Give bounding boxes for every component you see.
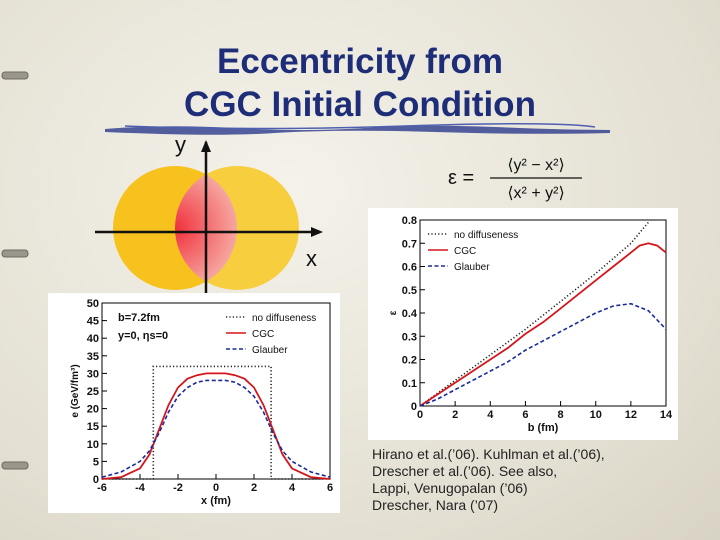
formula-numerator: ⟨y² − x²⟩ <box>507 157 564 174</box>
title-line-1: Eccentricity from <box>217 42 503 81</box>
x-tick-label: -2 <box>173 482 183 494</box>
y-tick-label: 5 <box>93 456 99 468</box>
legend-entry: Glauber <box>454 262 490 273</box>
series-line-cgc <box>419 242 667 407</box>
x-tick-label: 0 <box>417 409 423 421</box>
x-tick-label: 2 <box>452 409 458 421</box>
x-tick-label: -6 <box>97 482 107 494</box>
x-tick-label: 0 <box>213 482 219 494</box>
y-tick-label: 0.6 <box>402 262 417 274</box>
reference-line: Drescher, Nara (’07) <box>372 497 499 513</box>
x-tick-label: 10 <box>590 409 602 421</box>
y-tick-label: 35 <box>87 351 99 363</box>
x-tick-label: 6 <box>522 409 528 421</box>
eccentricity-panel: 0 2 4 6 8 10 12 14 0 0.1 0.2 0.3 0.4 0.5 0.6 0.7 0.8 b (f… <box>368 208 678 440</box>
title-line-2: CGC Initial Condition <box>184 85 536 124</box>
binder-rings <box>1 71 29 470</box>
chart-annotation: b=7.2fm <box>118 312 160 324</box>
y-tick-label: 25 <box>87 386 99 398</box>
y-tick-label: 0.5 <box>402 285 417 297</box>
x-axis-title: b (fm) <box>528 422 559 434</box>
y-tick-label: 0.1 <box>402 378 417 390</box>
y-axis-title: e (GeV/fm³) <box>70 364 81 417</box>
y-tick-label: 0.4 <box>402 308 418 320</box>
y-tick-label: 0.3 <box>402 331 417 343</box>
y-tick-label: 0.2 <box>402 355 417 367</box>
y-tick-label: 30 <box>87 368 99 380</box>
y-tick-label: 15 <box>87 421 99 433</box>
legend-entry: CGC <box>454 246 476 257</box>
formula-lhs: ε = <box>448 167 474 189</box>
energy-density-panel: -6 -4 -2 0 2 4 6 0 5 10 15 20 25 30 35 40 45 50 x (fm) e (G… <box>48 293 340 513</box>
y-tick-label: 0.8 <box>402 215 417 227</box>
x-tick-label: 14 <box>660 409 673 421</box>
series-line-glauber <box>101 379 331 478</box>
y-tick-label: 20 <box>87 404 99 416</box>
chart-annotation: y=0, ηs=0 <box>118 330 168 342</box>
y-tick-label: 0 <box>411 401 417 413</box>
y-tick-label: 40 <box>87 333 99 345</box>
slide-title: Eccentricity from CGC Initial Condition <box>150 40 570 126</box>
x-tick-label: -4 <box>135 482 146 494</box>
eccentricity-formula: ε = ⟨y² − x²⟩ ⟨x² + y²⟩ <box>448 157 582 202</box>
references: Hirano et al.(’06). Kuhlman et al.(’06),… <box>372 446 717 514</box>
y-tick-label: 0.7 <box>402 238 417 250</box>
x-tick-label: 12 <box>625 409 637 421</box>
x-axis-title: x (fm) <box>201 495 231 507</box>
x-tick-label: 6 <box>327 482 333 494</box>
series-line-no-diffuseness <box>102 365 330 480</box>
legend-entry: no diffuseness <box>454 230 518 241</box>
series-line-no-diffuseness <box>419 221 650 407</box>
eccentricity-chart: 0 2 4 6 8 10 12 14 0 0.1 0.2 0.3 0.4 0.5 0.6 0.7 0.8 b (f… <box>388 215 673 434</box>
legend-entry: Glauber <box>252 345 288 356</box>
legend-entry: no diffuseness <box>252 313 316 324</box>
reference-line: Lappi, Venugopalan (’06) <box>372 480 528 496</box>
y-tick-label: 10 <box>87 439 99 451</box>
x-tick-label: 2 <box>251 482 257 494</box>
formula-denominator: ⟨x² + y²⟩ <box>507 185 564 202</box>
y-axis-label: y <box>175 132 186 157</box>
series-line-glauber <box>419 302 667 407</box>
y-tick-label: 50 <box>87 298 99 310</box>
x-tick-label: 4 <box>487 409 494 421</box>
reference-line: Drescher et al.(’06). See also, <box>372 463 558 479</box>
title-underline-brush <box>105 122 610 135</box>
y-tick-label: 0 <box>93 474 99 486</box>
legend-entry: CGC <box>252 329 274 340</box>
y-axis-title: ε <box>388 310 399 315</box>
x-tick-label: 8 <box>558 409 564 421</box>
energy-density-chart: -6 -4 -2 0 2 4 6 0 5 10 15 20 25 30 35 40 45 50 x (fm) e (G… <box>70 298 333 507</box>
nucleus-overlap-diagram <box>95 140 323 300</box>
x-axis-label: x <box>306 246 317 271</box>
x-tick-label: 4 <box>289 482 296 494</box>
y-tick-label: 45 <box>87 316 99 328</box>
reference-line: Hirano et al.(’06). Kuhlman et al.(’06), <box>372 446 605 462</box>
